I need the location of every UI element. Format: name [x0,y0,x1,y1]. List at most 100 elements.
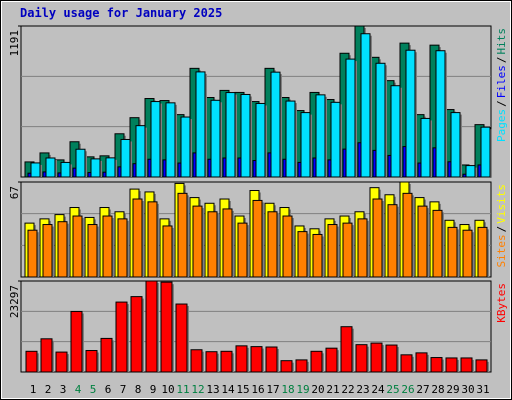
bar [255,102,266,178]
bar [162,225,173,278]
bar [55,351,68,373]
bar [372,198,383,278]
bar [87,224,98,278]
bar [237,222,248,278]
bar [465,165,476,178]
bar [195,71,206,178]
legend-separator: / [495,226,508,233]
bar [345,58,356,178]
bar [25,350,38,373]
bar [477,226,488,278]
bar [100,337,113,373]
x-tick-label: 3 [60,383,67,396]
x-tick-label: 21 [326,383,339,396]
legend-entry: Hits [495,28,508,55]
bar [45,157,56,178]
bar [325,347,338,373]
bar [430,357,443,373]
bar [207,211,218,278]
x-tick-label: 23 [356,383,369,396]
bar [312,233,323,278]
x-tick-label: 12 [191,383,204,396]
legend-separator: / [495,57,508,64]
bar [297,231,308,278]
bar [102,215,113,278]
x-tick-label: 14 [221,383,235,396]
x-tick-label: 27 [416,383,429,396]
bar [480,126,491,178]
y-tick-label: 23297 [8,285,21,318]
bar [30,162,41,178]
x-tick-label: 28 [431,383,444,396]
legend-separator: / [495,100,508,107]
bar [415,352,428,373]
bar [330,101,341,178]
bar [160,281,173,373]
bar [135,125,146,178]
bar [85,350,98,373]
bar [310,350,323,373]
bar [120,138,131,178]
bar [105,157,116,178]
legend-entry: Pages [495,109,508,142]
bar [40,338,53,373]
chart-title: Daily usage for January 2025 [20,6,222,20]
x-tick-label: 9 [150,383,157,396]
bar [355,344,368,373]
x-tick-label: 5 [90,383,97,396]
bar [342,222,353,278]
bar [445,357,458,373]
legend-entry: Sites [495,234,508,267]
bar [315,94,326,178]
bar [220,350,233,373]
bar [282,215,293,278]
x-tick-label: 19 [296,383,309,396]
bar [370,342,383,373]
bar [400,354,413,373]
bar [420,117,431,178]
bar [75,148,86,178]
bar [267,211,278,278]
bar [295,359,308,373]
bar [222,208,233,278]
bar [177,192,188,278]
bar [60,161,71,178]
x-tick-label: 25 [386,383,399,396]
bar [447,226,458,278]
y-tick-label: 1191 [8,30,21,57]
legend-entry: Visits [495,184,508,224]
bar [165,102,176,178]
bar [340,326,353,373]
x-tick-label: 2 [45,383,52,396]
x-tick-label: 8 [135,383,142,396]
bar [385,344,398,373]
bar [375,62,386,178]
bar [460,357,473,373]
bar [432,209,443,278]
bar [435,50,446,178]
x-tick-label: 24 [371,383,385,396]
bar [192,205,203,278]
bar [205,351,218,373]
bar [115,301,128,373]
bar [475,359,488,373]
bar [27,229,38,278]
bar [252,199,263,278]
x-tick-label: 22 [341,383,354,396]
bar [90,158,101,178]
bar [235,345,248,373]
bar [70,310,83,373]
bar [225,92,236,178]
x-tick-label: 7 [120,383,127,396]
x-tick-label: 29 [446,383,459,396]
bar [387,204,398,278]
x-tick-label: 31 [476,383,489,396]
legend: KBytes [495,283,508,323]
bar [300,112,311,178]
legend-entry: KBytes [495,283,508,323]
bar [130,296,143,373]
bar [132,198,143,278]
bar [417,205,428,278]
x-tick-label: 20 [311,383,324,396]
